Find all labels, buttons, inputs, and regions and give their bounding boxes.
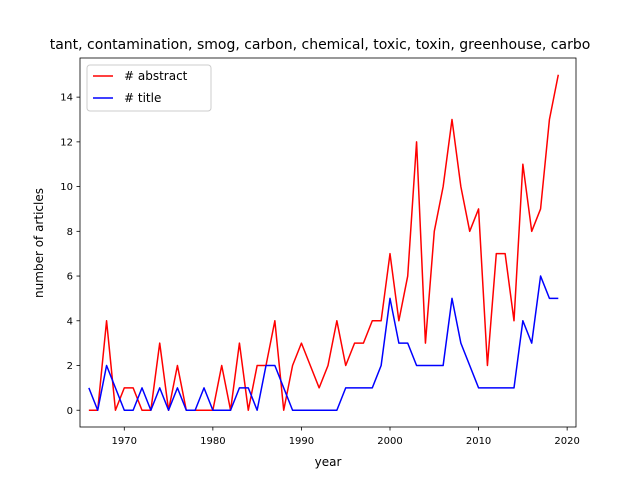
x-tick-label: 1990 [289,436,314,447]
legend-label-1: # title [124,91,161,105]
y-tick-label: 10 [60,182,73,193]
x-tick-label: 2010 [466,436,491,447]
x-tick-label: 1980 [200,436,225,447]
x-axis-ticks: 1970 1980 1990 2000 2010 2020 [112,427,580,447]
legend: # abstract # title [86,64,212,112]
x-tick-label: 2020 [554,436,579,447]
y-tick-label: 8 [67,227,73,238]
x-axis-label: year [315,455,342,469]
y-tick-label: 14 [60,93,73,104]
series-line-1 [88,275,559,411]
y-tick-label: 2 [67,361,73,372]
y-tick-label: 0 [67,406,73,417]
y-tick-label: 12 [60,137,73,148]
series-layer [88,74,560,411]
y-tick-label: 6 [67,272,73,283]
x-tick-label: 1970 [112,436,137,447]
legend-box [86,64,212,112]
chart-title: tant, contamination, smog, carbon, chemi… [50,37,591,53]
legend-label-0: # abstract [124,69,188,83]
series-line-0 [88,74,560,411]
x-tick-label: 2000 [377,436,402,447]
axes-frame [79,57,577,428]
y-tick-label: 4 [67,316,73,327]
y-axis-label: number of articles [32,188,46,298]
y-axis-ticks: 0 2 4 6 8 10 12 14 [60,93,80,417]
